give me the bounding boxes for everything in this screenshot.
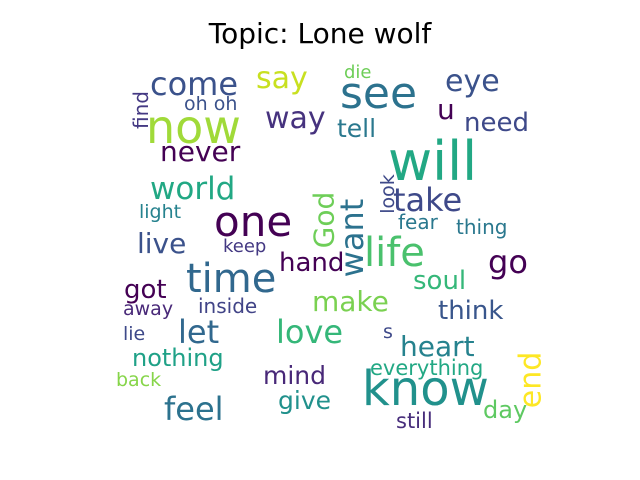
word-time: time <box>186 256 276 302</box>
word-say: say <box>256 61 308 96</box>
chart-title: Topic: Lone wolf <box>208 17 432 50</box>
word-end: end <box>514 352 549 409</box>
word-find: find <box>129 91 153 129</box>
word-oh-oh: oh oh <box>184 93 237 115</box>
word-need: need <box>464 108 529 138</box>
word-fear: fear <box>398 210 439 234</box>
word-one: one <box>214 197 292 246</box>
word-thing: thing <box>456 215 507 239</box>
word-look: look <box>377 174 399 214</box>
word-know: know <box>362 361 489 417</box>
word-think: think <box>438 296 503 326</box>
word-will: will <box>388 130 477 193</box>
word-way: way <box>265 101 326 136</box>
word-love: love <box>276 313 343 351</box>
word-life: life <box>364 230 425 276</box>
word-mind: mind <box>263 361 326 390</box>
word-tell: tell <box>337 114 376 143</box>
word-now: now <box>146 100 241 154</box>
word-let: let <box>178 313 219 351</box>
word-never: never <box>160 135 241 168</box>
word-nothing: nothing <box>132 344 224 372</box>
word-live: live <box>137 227 186 260</box>
word-go: go <box>488 243 528 281</box>
word-eye: eye <box>445 64 500 99</box>
word-inside: inside <box>198 294 257 318</box>
word-s: s <box>383 321 393 343</box>
word-lie: lie <box>123 323 145 345</box>
word-u: u <box>437 93 455 126</box>
word-come: come <box>150 65 238 103</box>
word-see: see <box>340 68 417 119</box>
word-god: God <box>308 192 341 249</box>
word-still: still <box>396 409 433 433</box>
word-feel: feel <box>164 390 224 428</box>
word-away: away <box>123 298 173 320</box>
word-make: make <box>312 285 389 318</box>
word-take: take <box>393 181 462 219</box>
word-light: light <box>139 201 181 223</box>
word-hand: hand <box>279 248 344 278</box>
word-everything: everything <box>370 356 483 380</box>
word-want: want <box>333 199 371 278</box>
word-give: give <box>278 386 331 415</box>
word-world: world <box>150 171 235 207</box>
word-got: got <box>124 275 167 305</box>
word-back: back <box>116 369 161 391</box>
word-keep: keep <box>223 236 266 257</box>
word-heart: heart <box>400 330 475 363</box>
word-soul: soul <box>413 266 466 296</box>
word-day: day <box>483 396 527 424</box>
word-die: die <box>344 62 372 83</box>
